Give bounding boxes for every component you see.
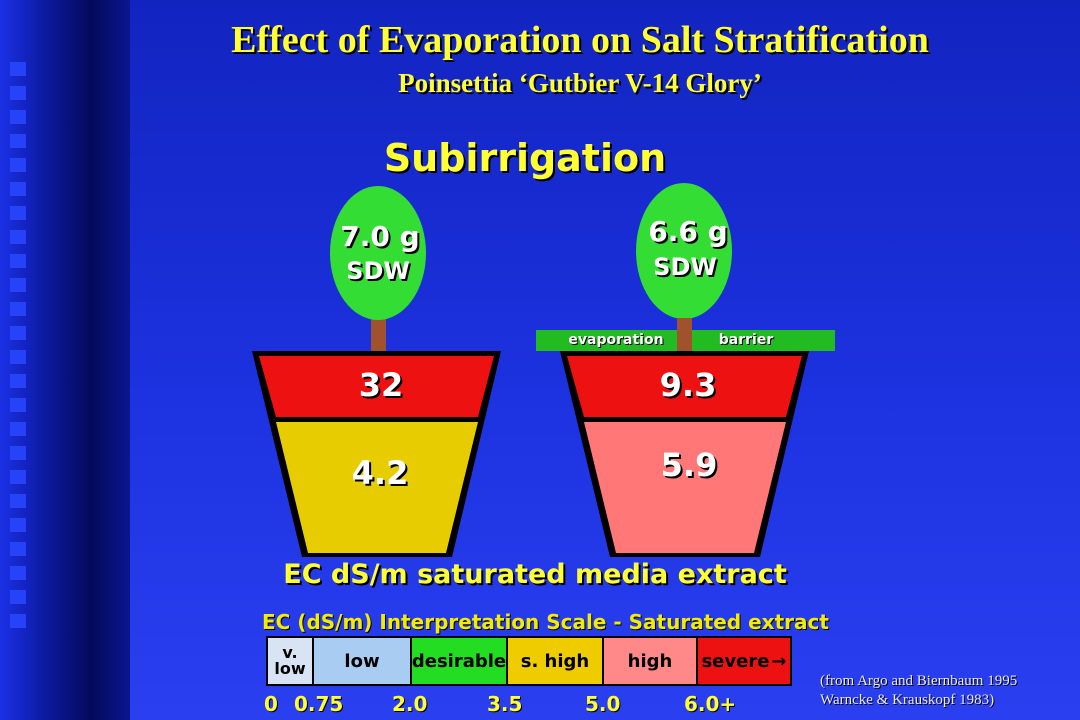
bottom-layer: [276, 422, 478, 553]
scale-cell-low: low: [314, 638, 410, 684]
weight-value: 6.6 g: [650, 217, 729, 250]
scale-tick: 0.75: [294, 692, 344, 716]
scale-cell-desirable: desirable: [412, 638, 506, 684]
section-label: Subirrigation: [383, 136, 667, 180]
barrier-label-left-text: evaporation: [568, 332, 663, 348]
arrow-right-icon: →: [771, 650, 787, 672]
scale-cell-slightly-high: s. high: [508, 638, 602, 684]
scale-tick: 3.5: [487, 692, 523, 716]
scale-title: EC (dS/m) Interpretation Scale - Saturat…: [262, 610, 829, 634]
barrier-label-right: barrier: [720, 333, 775, 349]
weight-value-shadow: 7.0 g: [340, 220, 419, 253]
top-layer: [567, 356, 802, 417]
top-ec-value: 9.3: [662, 368, 719, 406]
decorative-sidebar: [0, 0, 130, 720]
slide-title: Effect of Evaporation on Salt Stratifica…: [231, 19, 929, 61]
barrier-label-right-text: barrier: [719, 332, 774, 348]
pot-2: 6.6 g 6.6 g SDW SDW evaporation evaporat…: [536, 183, 835, 557]
ec-interpretation-scale: v. low low desirable s. high high severe…: [266, 636, 792, 686]
top-layer: [259, 356, 494, 417]
scale-cell-high: high: [604, 638, 696, 684]
scale-cell-label: severe: [701, 650, 770, 672]
scale-cell-label: high: [627, 650, 673, 672]
weight-value-text: 6.6 g: [648, 215, 727, 248]
weight-label: SDW: [348, 259, 412, 287]
source-line-1: (from Argo and Biernbaum 1995: [820, 673, 1018, 689]
scale-cell-label: low: [274, 659, 306, 678]
weight-value: 7.0 g: [342, 222, 421, 255]
scale-cell-label: low: [344, 650, 380, 672]
weight-label-text: SDW: [653, 253, 717, 281]
scale-tick: 2.0: [392, 692, 428, 716]
bottom-ec-value-text: 4.2: [352, 454, 409, 492]
bottom-ec-value: 5.9: [663, 448, 720, 486]
top-ec-value-text: 9.3: [660, 366, 717, 404]
weight-label: SDW: [655, 255, 719, 283]
top-ec-value-text: 32: [359, 366, 404, 404]
bottom-ec-value: 4.2: [354, 456, 411, 494]
diagram-caption: EC dS/m saturated media extract: [283, 559, 787, 590]
top-ec-value: 32: [361, 368, 406, 406]
slide-subtitle: Poinsettia ‘Gutbier V-14 Glory’: [398, 68, 762, 98]
stem: [371, 318, 386, 354]
source-citation: (from Argo and Biernbaum 1995 Warncke & …: [820, 672, 1017, 710]
scale-tick: 0: [264, 692, 278, 716]
scale-cell-label: desirable: [411, 650, 507, 672]
bottom-layer: [584, 422, 786, 553]
stem-over-barrier: [677, 318, 692, 351]
scale-tick: 5.0: [585, 692, 621, 716]
scale-cell-label: v.: [282, 643, 298, 662]
foliage: [636, 183, 732, 319]
scale-tick: 6.0+: [684, 692, 737, 716]
scale-cell-severe: severe →: [698, 638, 790, 684]
foliage: [330, 186, 426, 320]
pot-1: 7.0 g 7.0 g SDW SDW 32 32 4.2 4.2: [252, 186, 501, 557]
scale-cell-label: s. high: [520, 650, 590, 672]
source-line-2: Warncke & Krauskopf 1983): [820, 692, 995, 708]
barrier-label-left: evaporation: [569, 333, 664, 349]
scale-cell-very-low: v. low: [268, 638, 312, 684]
weight-label-shadow: SDW: [346, 257, 410, 285]
bottom-ec-value-text: 5.9: [661, 446, 718, 484]
sidebar-squares: [10, 62, 26, 638]
